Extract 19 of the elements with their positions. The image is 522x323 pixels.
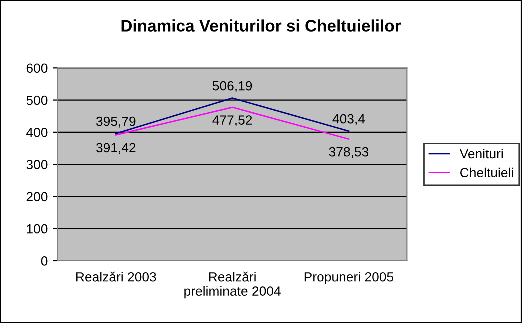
x-tick-label: Realzări 2003	[76, 272, 156, 282]
y-tick-label: 500	[26, 96, 48, 106]
y-tick-label: 300	[26, 160, 48, 170]
x-tick-label: Realzări preliminate 2004	[184, 272, 281, 299]
chart-title: Dinamica Veniturilor si Cheltuielilor	[122, 20, 402, 32]
data-label: 378,53	[329, 147, 369, 158]
data-label: 477,52	[212, 116, 252, 127]
data-label: 391,42	[96, 143, 136, 154]
y-tick-label: 600	[26, 64, 48, 74]
data-label: 506,19	[212, 81, 252, 92]
y-tick-label: 200	[26, 192, 48, 202]
y-tick-label: 0	[41, 256, 48, 266]
legend-label: Venituri	[460, 148, 503, 159]
y-tick-label: 100	[27, 224, 48, 234]
y-tick-label: 400	[26, 128, 48, 138]
data-label: 403,4	[332, 114, 366, 126]
data-label: 395,79	[96, 116, 136, 128]
legend-label: Cheltuieli	[460, 168, 514, 178]
x-tick-label: Propuneri 2005	[304, 272, 394, 284]
